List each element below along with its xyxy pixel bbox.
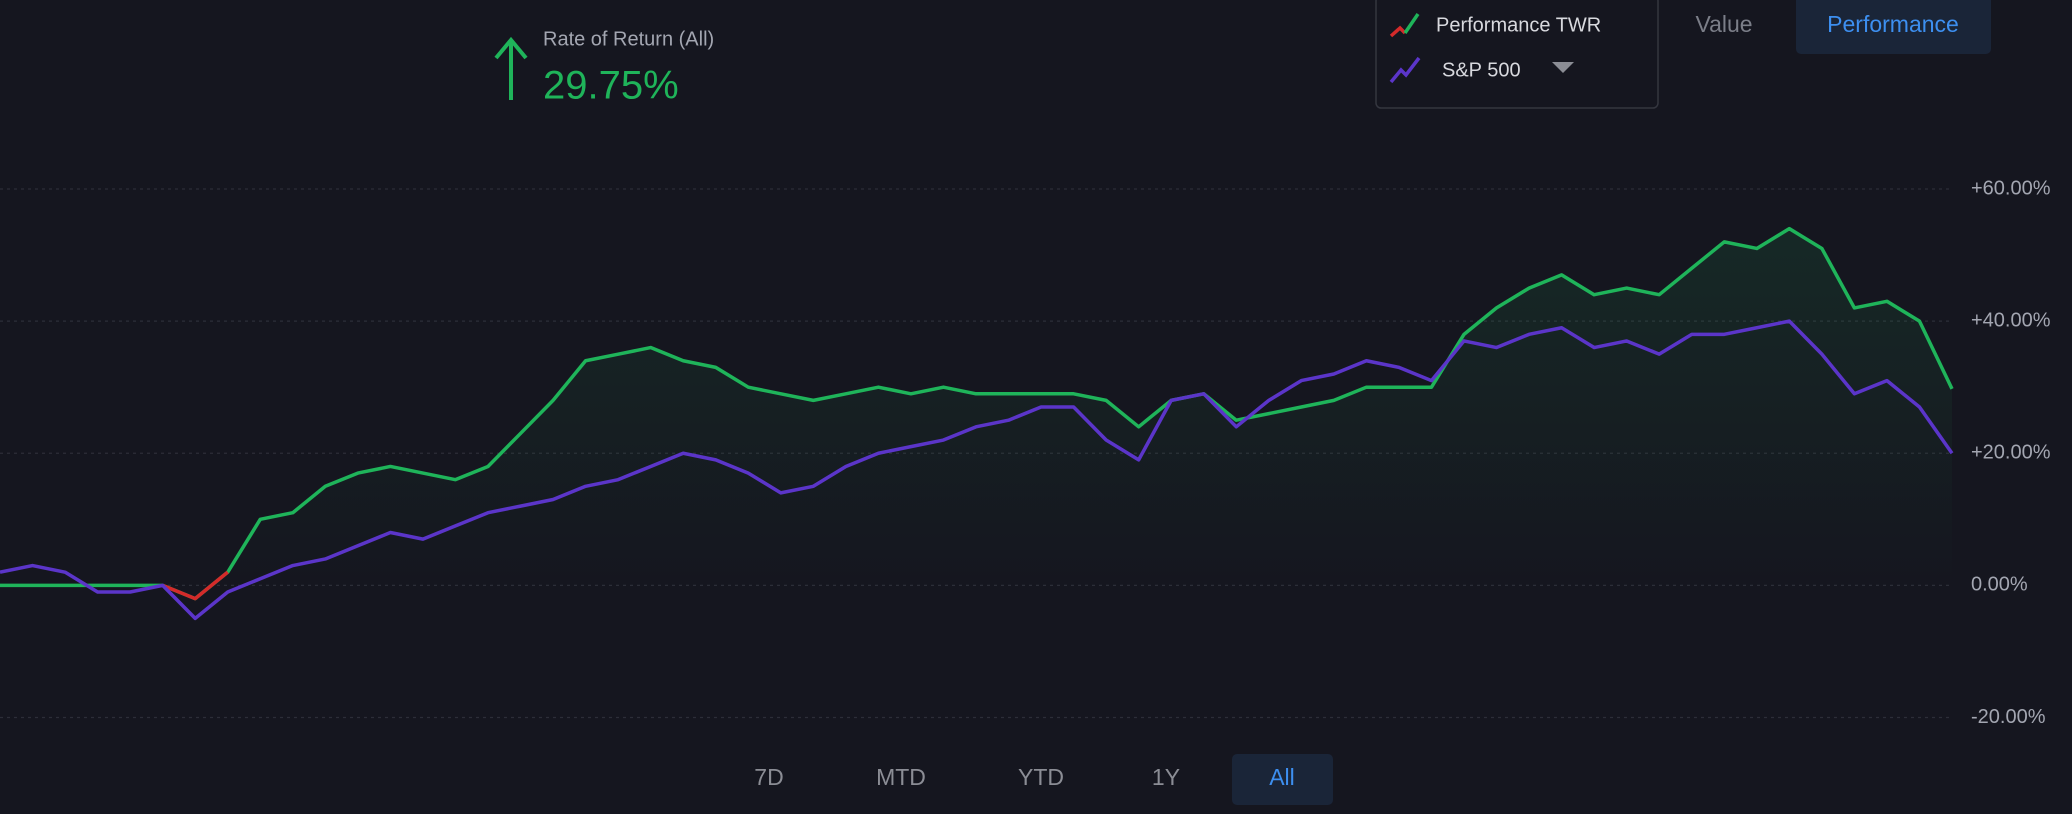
legend-box bbox=[1375, 0, 1659, 109]
dropdown-caret[interactable] bbox=[1552, 62, 1574, 73]
legend-label: Performance TWR bbox=[1436, 14, 1601, 36]
legend-icon bbox=[1403, 13, 1420, 34]
area-fill bbox=[0, 228, 1952, 586]
legend: Performance TWR S&P 500 bbox=[1375, 0, 1659, 109]
negative-segment bbox=[162, 570, 229, 601]
range-tab[interactable]: MTD bbox=[876, 764, 926, 790]
header: Rate of Return (All) 29.75% bbox=[494, 28, 714, 108]
range-tab[interactable]: 1Y bbox=[1152, 764, 1180, 790]
view-tabs: Value Performance bbox=[1695, 0, 1991, 54]
series-line bbox=[0, 319, 1954, 621]
series-line bbox=[0, 226, 1954, 601]
range-tabs: 7D MTD YTD 1Y All bbox=[754, 754, 1333, 805]
up-arrow bbox=[494, 36, 528, 100]
legend-label: S&P 500 bbox=[1442, 59, 1521, 81]
performance-tab-bg[interactable] bbox=[1796, 0, 1991, 54]
y-tick-label: +40.00% bbox=[1971, 309, 2051, 331]
y-tick-label: +20.00% bbox=[1971, 442, 2051, 464]
return-value: 29.75% bbox=[543, 64, 679, 108]
performance-tab[interactable]: Performance bbox=[1827, 11, 1959, 37]
y-tick-label: 0.00% bbox=[1971, 574, 2028, 596]
range-tab[interactable]: YTD bbox=[1018, 764, 1064, 790]
y-tick-label: +60.00% bbox=[1971, 177, 2051, 199]
range-tab[interactable]: 7D bbox=[754, 764, 783, 790]
return-label: Rate of Return (All) bbox=[543, 28, 714, 50]
y-tick-label: -20.00% bbox=[1971, 706, 2046, 728]
range-tab-active-bg[interactable] bbox=[1232, 754, 1333, 805]
legend-icon bbox=[1389, 56, 1421, 84]
legend-icon-neg bbox=[1389, 25, 1407, 38]
range-tab[interactable]: All bbox=[1269, 764, 1295, 790]
value-tab[interactable]: Value bbox=[1695, 11, 1752, 37]
